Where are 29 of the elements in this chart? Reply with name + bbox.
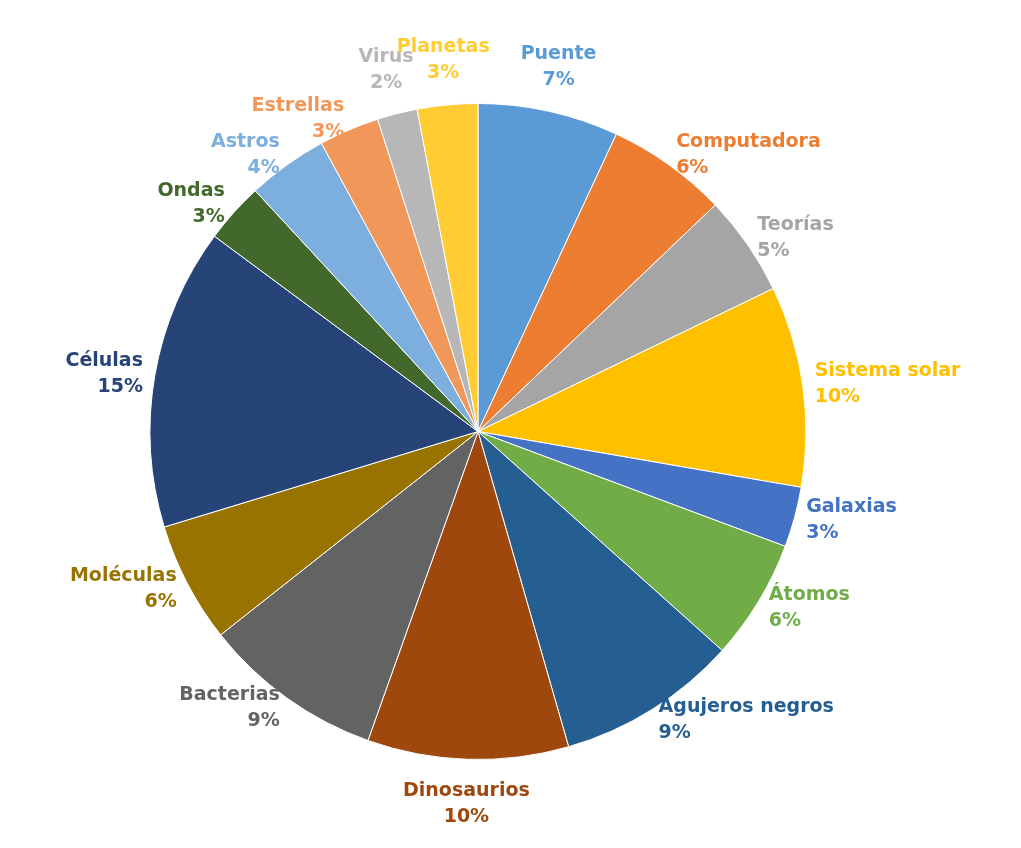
data-label: 15% <box>97 373 143 396</box>
data-label: 6% <box>676 155 709 178</box>
slice-label: Agujeros negros <box>658 693 834 716</box>
data-label: 4% <box>247 155 280 178</box>
data-label: 9% <box>247 707 280 730</box>
slice-label: Células <box>65 347 143 370</box>
slice-label: Átomos <box>768 581 850 604</box>
data-label: 7% <box>542 67 575 90</box>
data-label: 6% <box>144 589 177 612</box>
slice-label: Moléculas <box>69 563 177 586</box>
slice-label: Dinosaurios <box>403 778 530 801</box>
slice-label: Estrellas <box>251 92 345 115</box>
slice-label: Galaxias <box>806 494 897 517</box>
data-label: 3% <box>427 60 460 83</box>
slice-label: Teorías <box>757 211 834 234</box>
slice-label: Ondas <box>157 178 225 201</box>
data-label: 5% <box>757 237 790 260</box>
data-label: 6% <box>768 607 802 630</box>
data-label: 10% <box>814 384 861 406</box>
data-label: 9% <box>658 719 691 742</box>
slice-label: Astros <box>211 129 280 152</box>
data-label: 10% <box>443 804 490 827</box>
slice-label: Sistema solar <box>814 358 962 380</box>
data-label: 2% <box>370 69 403 92</box>
data-label: 3% <box>806 520 839 543</box>
data-label: 3% <box>192 204 225 227</box>
slice-label: Puente <box>520 41 597 64</box>
slice-label: Bacterias <box>179 681 280 704</box>
slice-label: Computadora <box>676 129 821 152</box>
